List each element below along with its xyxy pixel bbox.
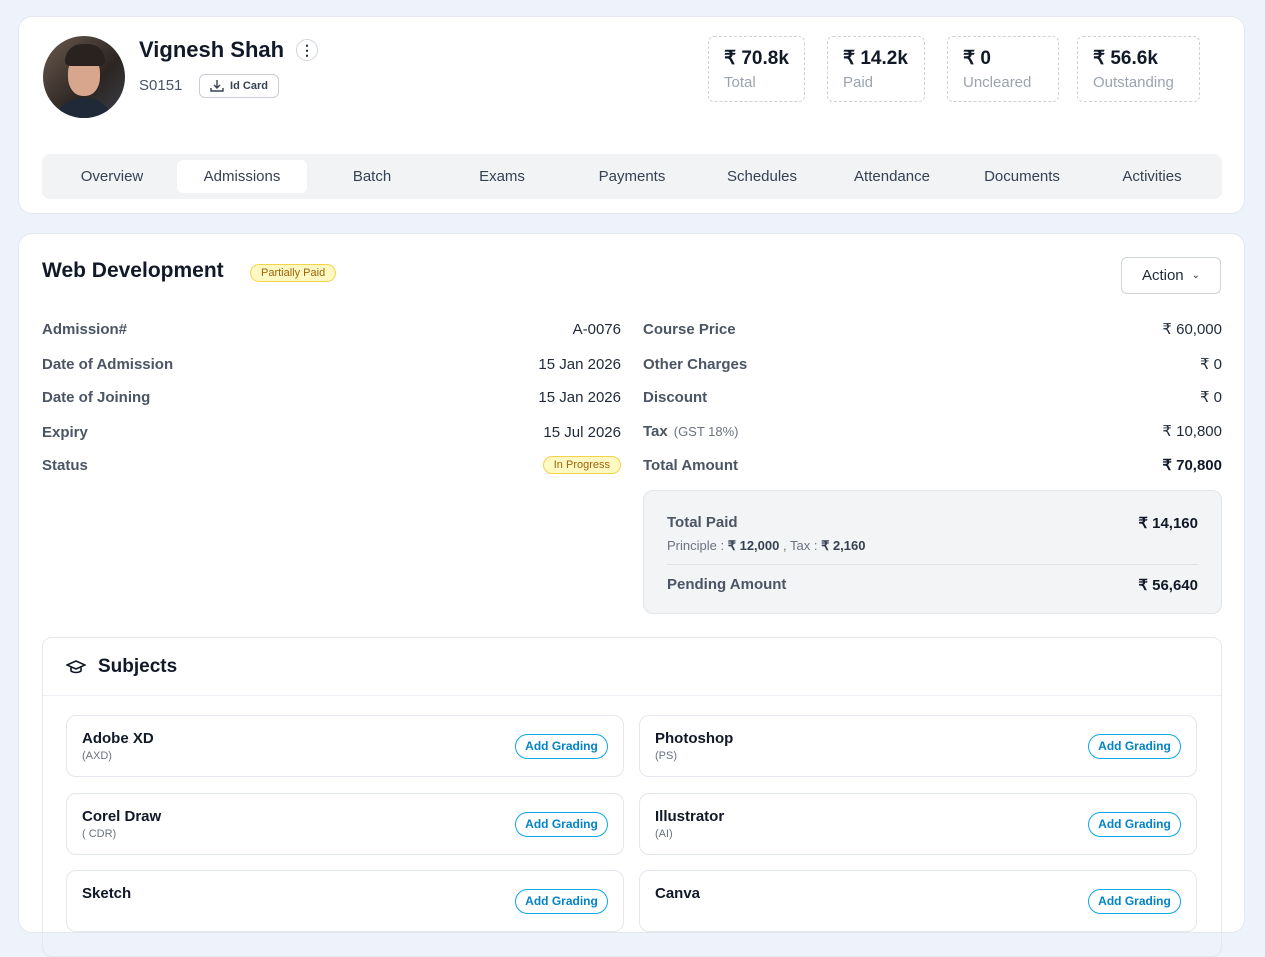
stat-value: ₹ 0 [963,48,991,69]
tab-payments[interactable]: Payments [598,168,666,185]
action-dropdown[interactable]: Action ⌄ [1121,257,1221,294]
pending-label: Pending Amount [667,576,787,593]
stat-total: ₹ 70.8k Total [708,36,805,102]
stat-outstanding: ₹ 56.6k Outstanding [1077,36,1200,102]
more-options-icon[interactable]: ⋮ [296,39,318,61]
subject-card: Sketch Add Grading [66,870,624,932]
stat-value: ₹ 56.6k [1093,48,1158,69]
price-value: ₹ 0 [1199,356,1222,373]
stat-label: Outstanding [1093,74,1174,91]
price-row: Tax (GST 18%) ₹ 10,800 [643,421,1222,441]
stat-label: Uncleared [963,74,1032,91]
action-label: Action [1141,267,1184,284]
price-row: Other Charges ₹ 0 [643,354,1222,374]
subject-card: Corel Draw( CDR) Add Grading [66,793,624,855]
stat-paid: ₹ 14.2k Paid [827,36,925,102]
add-grading-button[interactable]: Add Grading [515,889,608,914]
price-row: Discount ₹ 0 [643,387,1222,407]
subject-card: Photoshop (PS) Add Grading [639,715,1197,777]
student-header-card: Vignesh Shah ⋮ S0151 Id Card ₹ 70.8k Tota… [18,16,1245,214]
stat-label: Total [724,74,756,91]
price-value: ₹ 0 [1199,389,1222,406]
tab-exams[interactable]: Exams [479,168,525,185]
download-icon [210,80,224,92]
detail-row: Status In Progress [42,455,621,475]
detail-value: 15 Jan 2026 [538,388,621,406]
detail-label: Date of Admission [42,355,174,373]
detail-label: Expiry [42,423,88,441]
price-value: ₹ 60,000 [1162,321,1222,338]
price-row: Course Price ₹ 60,000 [643,319,1222,339]
stat-value: ₹ 14.2k [843,48,908,69]
price-label: Discount [643,388,708,406]
id-card-button[interactable]: Id Card [199,74,279,98]
price-row: Total Amount ₹ 70,800 [643,455,1222,475]
admission-card: Web Development Partially Paid Action ⌄ A… [18,233,1245,957]
detail-row: Expiry 15 Jul 2026 [42,422,621,442]
subject-card: Illustrator (AI) Add Grading [639,793,1197,855]
tab-overview[interactable]: Overview [80,168,144,185]
subjects-panel: Subjects Adobe XD (AXD) Add Grading Photos… [42,637,1222,957]
avatar [43,36,125,118]
price-label: Other Charges [643,355,748,373]
status-badge: In Progress [542,456,621,474]
subject-card: Canva Add Grading [639,870,1197,932]
stat-value: ₹ 70.8k [724,48,789,69]
price-label: Tax [643,422,668,440]
total-paid-value: ₹ 14,160 [1138,515,1198,532]
payment-summary: Total Paid ₹ 14,160 Principle : ₹ 12,000 … [643,490,1222,614]
student-id: S0151 [139,77,183,94]
stat-label: Paid [843,74,874,91]
price-label: Course Price [643,320,736,338]
tab-attendance[interactable]: Attendance [854,168,930,185]
id-card-label: Id Card [230,80,268,92]
pending-value: ₹ 56,640 [1138,577,1198,594]
tab-batch[interactable]: Batch [352,168,392,185]
detail-row: Date of Admission 15 Jan 2026 [42,354,621,374]
total-paid-label: Total Paid [667,514,738,531]
detail-row: Admission# A-0076 [42,319,621,339]
add-grading-button[interactable]: Add Grading [1088,889,1181,914]
total-amount: ₹ 70,800 [1162,457,1222,474]
detail-value: 15 Jan 2026 [538,355,621,373]
detail-label: Date of Joining [42,388,151,406]
tab-schedules[interactable]: Schedules [726,168,798,185]
add-grading-button[interactable]: Add Grading [515,734,608,759]
tab-admissions[interactable]: Admissions [177,160,307,193]
graduation-cap-icon [66,659,86,673]
payment-status-badge: Partially Paid [250,264,337,282]
course-title: Web Development [42,259,224,282]
tax-note: (GST 18%) [673,423,739,439]
price-label: Total Amount [643,456,738,474]
stat-uncleared: ₹ 0 Uncleared [947,36,1059,102]
chevron-down-icon: ⌄ [1191,270,1201,281]
detail-value: A-0076 [572,320,621,338]
detail-row: Date of Joining 15 Jan 2026 [42,387,621,407]
paid-breakdown: Principle : ₹ 12,000 , Tax : ₹ 2,160 [667,538,1198,565]
detail-label: Status [42,456,88,474]
subjects-title: Subjects [98,655,178,677]
subject-card: Adobe XD (AXD) Add Grading [66,715,624,777]
add-grading-button[interactable]: Add Grading [515,812,608,837]
detail-value: 15 Jul 2026 [543,423,621,441]
tab-activities[interactable]: Activities [1122,168,1182,185]
add-grading-button[interactable]: Add Grading [1088,812,1181,837]
tab-bar: Overview Admissions Batch Exams Payments… [42,154,1222,199]
detail-label: Admission# [42,320,128,338]
price-value: ₹ 10,800 [1162,423,1222,440]
student-name: Vignesh Shah [139,37,285,62]
add-grading-button[interactable]: Add Grading [1088,734,1181,759]
tab-documents[interactable]: Documents [984,168,1060,185]
